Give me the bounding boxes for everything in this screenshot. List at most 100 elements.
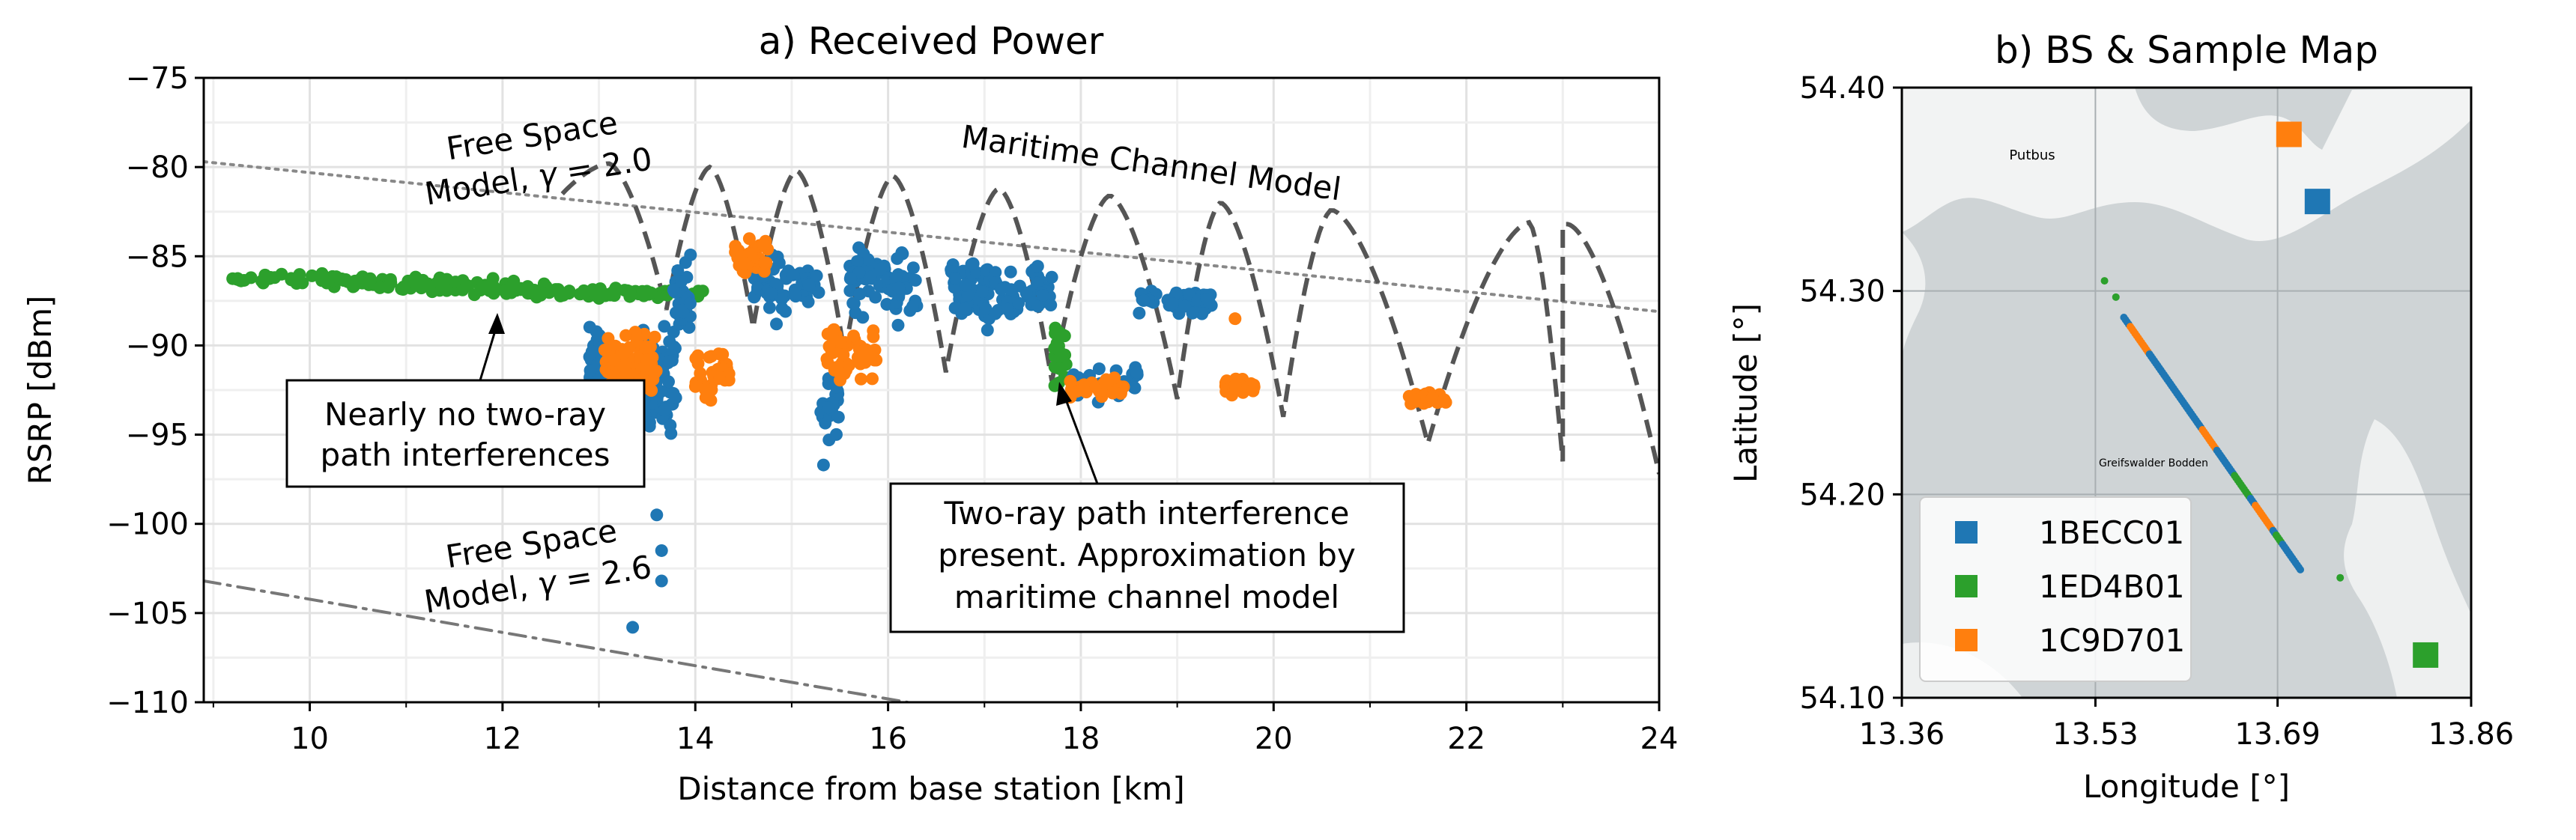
data-point-1becc01 [1031,299,1045,313]
data-point-1c9d701 [688,380,702,393]
data-point-1becc01 [853,287,867,301]
data-point-1becc01 [658,404,671,417]
data-point-1c9d701 [1228,379,1242,392]
data-point-1becc01 [684,248,697,261]
data-point-1ed4b01 [1049,341,1063,355]
data-point-1c9d701 [1425,392,1439,405]
data-point-1ed4b01 [1052,362,1066,375]
data-point-1c9d701 [822,340,836,353]
data-point-1c9d701 [1099,377,1112,390]
base-station-1becc01 [2304,189,2330,215]
data-point-1ed4b01 [638,287,652,301]
data-point-1becc01 [948,272,962,285]
legend-marker-1ed4b01 [1955,575,1978,597]
data-point-1becc01 [856,311,870,324]
panel-b-title: b) BS & Sample Map [1995,28,2378,72]
data-point-1ed4b01 [696,284,709,298]
data-point-1c9d701 [1114,386,1127,400]
data-point-1becc01 [816,458,830,472]
x-tick-label: 22 [1447,722,1485,756]
data-point-1becc01 [763,301,776,314]
data-point-1c9d701 [1437,393,1451,407]
y-tick-label: −85 [126,240,189,274]
data-point-1ed4b01 [384,276,398,290]
annotation-no-interference-line2: path interferences [321,436,610,473]
data-point-1becc01 [1031,276,1044,290]
data-point-1c9d701 [1246,384,1260,398]
data-point-1becc01 [961,288,975,302]
x-tick-label: 12 [483,722,521,756]
arrow-two-ray [1062,393,1099,484]
data-point-1becc01 [655,544,668,557]
data-point-1ed4b01 [486,272,500,285]
legend-label-1c9d701: 1C9D701 [2039,622,2185,659]
x-tick-label: 10 [291,722,329,756]
data-point-1ed4b01 [397,280,410,293]
panel-a-title: a) Received Power [759,19,1104,63]
data-point-1c9d701 [834,335,847,349]
data-point-1becc01 [843,272,857,285]
data-point-1becc01 [948,281,962,294]
data-point-1becc01 [989,266,1002,279]
data-point-1c9d701 [640,353,654,367]
data-point-1becc01 [822,433,836,447]
data-point-1becc01 [958,302,972,315]
map-x-tick-label: 13.86 [2428,717,2515,752]
data-point-1c9d701 [608,353,622,367]
free-space-2-6-line [204,579,909,702]
data-point-1becc01 [995,282,1008,296]
data-point-1becc01 [810,269,823,282]
data-point-1becc01 [801,295,815,308]
data-point-1c9d701 [1064,374,1077,388]
panel-b-legend: 1BECC01 1ED4B01 1C9D701 [1919,496,2192,682]
legend-marker-1becc01 [1955,521,1978,544]
x-tick-label: 18 [1061,722,1100,756]
data-point-1becc01 [959,279,972,292]
y-tick-label: −100 [106,508,189,542]
data-point-1ed4b01 [226,272,240,285]
panel-a-ylabel: RSRP [dBm] [22,296,58,485]
data-point-1becc01 [802,279,816,292]
data-point-1ed4b01 [435,279,449,293]
data-point-1becc01 [864,270,877,284]
panel-b-ylabel: Latitude [°] [1727,303,1764,483]
data-point-1becc01 [846,296,860,310]
data-point-1becc01 [843,284,857,297]
annotation-no-interference-line1: Nearly no two-ray [324,396,606,433]
data-point-1becc01 [787,268,800,281]
legend-marker-1c9d701 [1955,629,1978,651]
data-point-1becc01 [658,320,671,333]
annotation-two-ray-line2: present. Approximation by [938,537,1356,573]
data-point-1becc01 [981,323,994,337]
data-point-1becc01 [789,287,802,300]
base-station-1c9d701 [2276,121,2302,147]
data-point-1becc01 [891,318,905,332]
data-point-1becc01 [1169,286,1183,299]
data-point-1c9d701 [828,364,841,377]
data-point-1becc01 [1128,381,1142,395]
data-point-1becc01 [770,317,784,331]
data-point-1becc01 [822,401,835,415]
data-point-1c9d701 [638,341,652,355]
box-two-ray [889,482,1405,633]
panel-b-sample-track [2100,277,2345,582]
annotation-no-interference: Nearly no two-ray path interferences [285,313,646,488]
data-point-1ed4b01 [414,281,428,295]
data-point-1becc01 [831,410,845,424]
x-tick-label: 16 [869,722,907,756]
data-point-1ed4b01 [524,287,538,300]
data-point-1becc01 [892,281,906,295]
data-point-1becc01 [906,299,919,313]
data-point-1ed4b01 [409,270,422,284]
track-sample-point [2297,565,2304,573]
data-point-1c9d701 [742,232,756,246]
map-x-tick-label: 13.69 [2234,717,2321,752]
data-point-1c9d701 [617,346,631,359]
data-point-1c9d701 [821,327,834,341]
data-point-1c9d701 [758,256,772,270]
data-point-1becc01 [1092,362,1106,376]
map-y-tick-label: 54.10 [1799,681,1885,716]
data-point-1ed4b01 [1048,379,1061,392]
data-point-1becc01 [1019,286,1033,299]
data-point-1c9d701 [618,357,631,371]
